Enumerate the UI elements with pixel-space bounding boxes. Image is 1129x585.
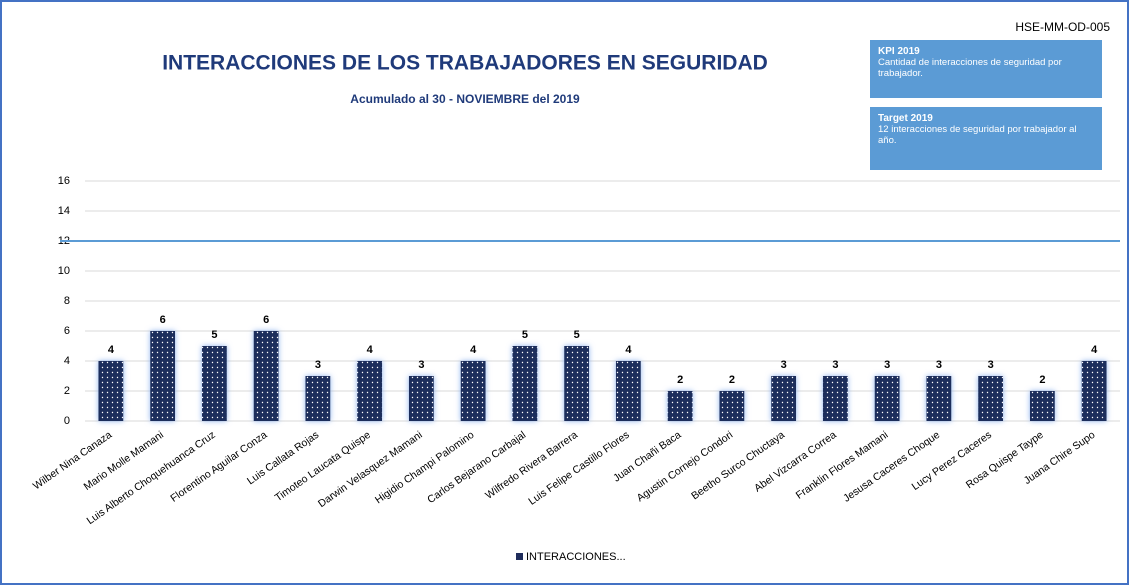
- bar: [150, 331, 176, 421]
- doc-code: HSE-MM-OD-005: [1015, 20, 1110, 34]
- value-label: 5: [211, 329, 217, 341]
- kpi-title: KPI 2019: [878, 46, 920, 57]
- value-label: 3: [418, 359, 424, 371]
- bar: [719, 391, 745, 421]
- x-tick-label: Beetho Surco Chuctaya: [689, 429, 787, 503]
- bar: [512, 346, 538, 421]
- y-tick-label: 6: [64, 325, 70, 337]
- value-label: 4: [108, 344, 115, 356]
- bar: [201, 346, 227, 421]
- bar: [1081, 361, 1107, 421]
- value-label: 6: [160, 314, 166, 326]
- chart-title: INTERACCIONES DE LOS TRABAJADORES EN SEG…: [162, 52, 768, 75]
- value-label: 3: [988, 359, 994, 371]
- target-text: 12 interacciones de seguridad por trabaj…: [878, 124, 1077, 146]
- bar: [874, 376, 900, 421]
- x-tick-label: Darwin Velasquez Mamani: [316, 429, 425, 510]
- y-tick-label: 10: [58, 265, 70, 277]
- x-tick-label: Jesusa Caceres Choque: [841, 429, 942, 505]
- kpi-box: KPI 2019 Cantidad de interacciones de se…: [870, 40, 1102, 98]
- value-label: 5: [522, 329, 528, 341]
- bar: [253, 331, 279, 421]
- bar: [460, 361, 486, 421]
- bar: [564, 346, 590, 421]
- x-tick-label: Higidio Champi Palomino: [373, 429, 477, 507]
- value-label: 3: [781, 359, 787, 371]
- bar: [305, 376, 331, 421]
- value-label: 2: [1039, 374, 1045, 386]
- legend-swatch: [516, 553, 523, 560]
- value-label: 3: [832, 359, 838, 371]
- value-label: 4: [367, 344, 374, 356]
- value-label: 6: [263, 314, 269, 326]
- bar: [822, 376, 848, 421]
- value-label: 3: [315, 359, 321, 371]
- x-tick-label: Agustin Cornejo Condori: [635, 429, 736, 504]
- y-tick-label: 14: [58, 205, 70, 217]
- value-label: 5: [574, 329, 580, 341]
- y-tick-label: 4: [64, 355, 70, 367]
- kpi-text: Cantidad de interacciones de seguridad p…: [878, 57, 1062, 79]
- y-tick-label: 0: [64, 415, 70, 427]
- value-label: 2: [729, 374, 735, 386]
- x-tick-label: Franklin Flores Mamani: [794, 429, 891, 502]
- value-label: 3: [884, 359, 890, 371]
- x-tick-label: Luis Felipe Castillo Flores: [526, 429, 631, 508]
- y-tick-label: 16: [58, 175, 70, 187]
- value-label: 4: [1091, 344, 1098, 356]
- value-label: 2: [677, 374, 683, 386]
- bar: [408, 376, 434, 421]
- y-tick-label: 2: [64, 385, 70, 397]
- bar: [771, 376, 797, 421]
- value-label: 4: [625, 344, 632, 356]
- bar: [926, 376, 952, 421]
- bar: [98, 361, 124, 421]
- bar: [615, 361, 641, 421]
- bar: [357, 361, 383, 421]
- bar: [1029, 391, 1055, 421]
- x-tick-label: Wilfredo Rivera Barrera: [483, 429, 580, 502]
- value-label: 4: [470, 344, 477, 356]
- legend-label: INTERACCIONES...: [526, 551, 626, 563]
- value-label: 3: [936, 359, 942, 371]
- x-tick-label: Carlos Bejarano Carbajal: [425, 429, 528, 506]
- x-tick-label: Timoteo Laucata Quispe: [273, 429, 373, 504]
- bar: [667, 391, 693, 421]
- target-title: Target 2019: [878, 113, 933, 124]
- y-tick-label: 8: [64, 295, 70, 307]
- target-box: Target 2019 12 interacciones de segurida…: [870, 107, 1102, 170]
- bar: [978, 376, 1004, 421]
- chart-subtitle: Acumulado al 30 - NOVIEMBRE del 2019: [350, 92, 580, 106]
- x-tick-label: Florentino Aguilar Conza: [168, 429, 269, 505]
